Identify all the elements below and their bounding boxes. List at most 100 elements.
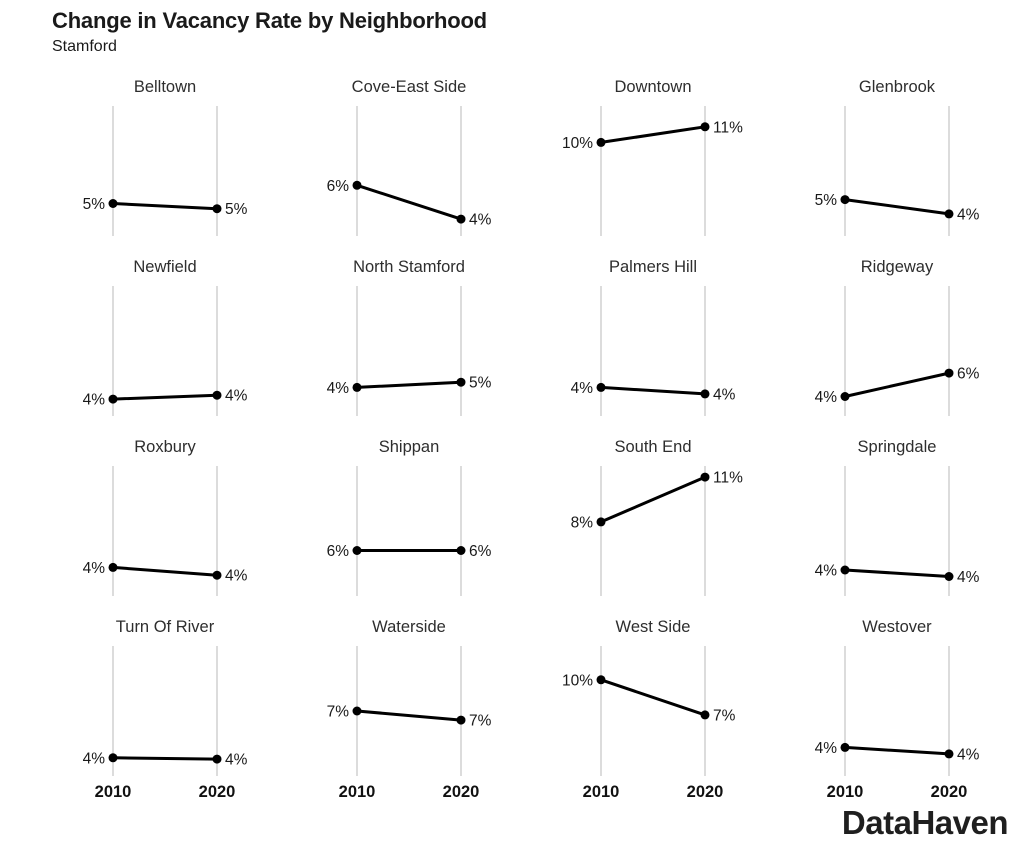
- value-label-2010: 4%: [571, 380, 594, 397]
- value-label-2020: 5%: [225, 201, 248, 218]
- trend-line: [111, 202, 219, 211]
- facet-panel-belltown: Belltown 5% 5%: [43, 76, 287, 236]
- trend-line: [111, 756, 219, 761]
- trend-line: [599, 125, 707, 144]
- facet-title: Turn Of River: [115, 618, 215, 636]
- data-point-2010: [840, 195, 850, 205]
- x-axis: 2010 2020: [531, 776, 775, 806]
- data-point-2010: [108, 753, 118, 763]
- trend-line: [111, 565, 219, 577]
- facet-title: Roxbury: [134, 438, 196, 456]
- value-label-2010: 6%: [327, 178, 350, 195]
- facet-plot: 4% 5%: [327, 286, 492, 416]
- trend-line: [843, 198, 951, 216]
- data-point-2020: [700, 472, 710, 482]
- data-point-2010: [108, 562, 118, 572]
- data-point-2020: [456, 214, 466, 224]
- facet-panel-newfield: Newfield 4% 4%: [43, 256, 287, 416]
- data-point-2010: [596, 382, 606, 392]
- facet-plot: 4% 4%: [83, 286, 248, 416]
- data-point-2020: [456, 715, 466, 725]
- data-point-2010: [352, 180, 362, 190]
- value-label-2010: 4%: [327, 380, 350, 397]
- facet-panel-west-side: West Side 10% 7% 2010 2020: [531, 616, 775, 806]
- facet-title: Glenbrook: [858, 78, 936, 96]
- data-point-2020: [456, 546, 466, 555]
- data-point-2020: [456, 377, 466, 387]
- value-label-2020: 11%: [713, 470, 743, 487]
- trend-line: [843, 568, 951, 578]
- x-axis: 2010 2020: [775, 776, 1019, 806]
- value-label-2010: 5%: [83, 196, 106, 213]
- value-label-2020: 4%: [957, 746, 980, 763]
- facet-plot: 5% 5%: [83, 106, 248, 236]
- data-point-2010: [840, 742, 850, 752]
- value-label-2020: 4%: [713, 386, 736, 403]
- facet-panel-ridgeway: Ridgeway 4% 6%: [775, 256, 1019, 416]
- data-point-2020: [700, 710, 710, 720]
- trend-line: [599, 475, 707, 524]
- value-label-2020: 4%: [957, 206, 980, 223]
- data-point-2010: [596, 675, 606, 685]
- facet-plot: 4% 4%: [83, 466, 248, 596]
- facet-plot: 7% 7%: [327, 646, 492, 776]
- data-point-2020: [944, 749, 954, 759]
- facet-title: Palmers Hill: [608, 258, 697, 276]
- facet-panel-north-stamford: North Stamford 4% 5%: [287, 256, 531, 416]
- facet-plot: 6% 4%: [327, 106, 492, 236]
- value-label-2010: 7%: [327, 704, 350, 721]
- trend-line: [355, 709, 463, 722]
- data-point-2020: [212, 754, 222, 764]
- facet-panel-roxbury: Roxbury 4% 4%: [43, 436, 287, 596]
- x-tick-2010: 2010: [338, 783, 376, 801]
- facet-plot: 4% 4%: [83, 646, 248, 776]
- value-label-2010: 10%: [562, 135, 593, 152]
- trend-line: [355, 183, 463, 221]
- facet-panel-glenbrook: Glenbrook 5% 4%: [775, 76, 1019, 236]
- value-label-2020: 6%: [957, 366, 980, 383]
- value-label-2020: 11%: [713, 119, 743, 136]
- value-label-2010: 4%: [815, 563, 838, 580]
- value-label-2010: 4%: [83, 560, 106, 577]
- data-point-2020: [212, 390, 222, 400]
- facet-panel-cove-east-side: Cove-East Side 6% 4%: [287, 76, 531, 236]
- chart-title: Change in Vacancy Rate by Neighborhood: [52, 8, 487, 33]
- facet-title: North Stamford: [353, 258, 465, 276]
- data-point-2020: [700, 389, 710, 399]
- value-label-2010: 8%: [571, 514, 594, 531]
- facet-plot: 4% 4%: [571, 286, 736, 416]
- facet-panel-turn-of-river: Turn Of River 4% 4% 2010 2020: [43, 616, 287, 806]
- trend-line: [599, 385, 707, 396]
- value-label-2020: 4%: [469, 212, 492, 229]
- value-label-2020: 4%: [225, 568, 248, 585]
- facet-title: Springdale: [857, 438, 937, 456]
- trend-line: [355, 380, 463, 389]
- value-label-2010: 6%: [327, 543, 350, 560]
- facet-panel-palmers-hill: Palmers Hill 4% 4%: [531, 256, 775, 416]
- facet-panel-springdale: Springdale 4% 4%: [775, 436, 1019, 596]
- value-label-2010: 4%: [815, 389, 838, 406]
- value-label-2020: 4%: [957, 569, 980, 586]
- x-tick-2020: 2020: [198, 783, 236, 801]
- facet-plot: 10% 7%: [562, 646, 736, 776]
- value-label-2020: 7%: [469, 713, 492, 730]
- data-point-2010: [108, 394, 118, 404]
- value-label-2010: 5%: [815, 192, 838, 209]
- facet-plot: 5% 4%: [815, 106, 980, 236]
- facet-plot: 4% 6%: [815, 286, 980, 416]
- value-label-2010: 4%: [83, 392, 106, 409]
- value-label-2020: 6%: [469, 543, 492, 560]
- facet-title: Waterside: [372, 618, 446, 636]
- facet-panel-south-end: South End 8% 11%: [531, 436, 775, 596]
- x-tick-2020: 2020: [442, 783, 480, 801]
- data-point-2010: [352, 546, 362, 555]
- data-point-2010: [352, 382, 362, 392]
- data-point-2020: [212, 204, 222, 214]
- trend-line: [599, 678, 707, 717]
- data-point-2010: [596, 517, 606, 527]
- x-tick-2010: 2010: [826, 783, 864, 801]
- value-label-2010: 4%: [815, 740, 838, 757]
- data-point-2020: [700, 122, 710, 132]
- facet-title: Newfield: [133, 258, 197, 276]
- trend-line: [843, 745, 951, 756]
